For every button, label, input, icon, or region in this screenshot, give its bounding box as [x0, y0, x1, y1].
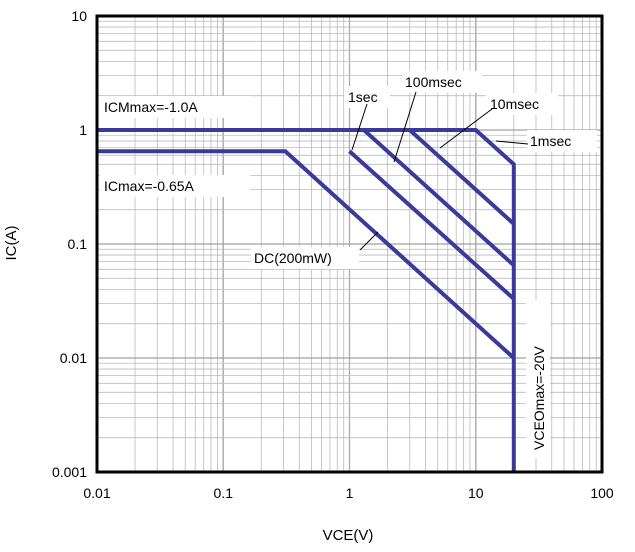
- sec1-annotation: 1sec: [348, 89, 378, 105]
- ic-annotation: ICmax=-0.65A: [104, 178, 195, 194]
- leader-lines: [351, 91, 529, 251]
- msec100-annotation: 100msec: [405, 74, 462, 90]
- msec10-leader: [439, 108, 493, 149]
- series-line-dc-200mw-: [97, 149, 516, 360]
- vceo-label-bg: [526, 300, 550, 458]
- vceo-annotation: VCEOmax=-20V: [531, 345, 547, 450]
- x-tick-label: 0.01: [83, 485, 110, 501]
- msec100-label-bg: [402, 71, 482, 93]
- grid: [96, 15, 603, 473]
- y-tick-label: 0.1: [68, 236, 88, 252]
- series-group: [97, 128, 516, 472]
- plot-frame: [95, 14, 604, 474]
- dc-leader: [359, 231, 379, 251]
- y-tick-label: 0.01: [60, 350, 87, 366]
- msec100-leader: [393, 91, 417, 163]
- y-tick-label: 1: [79, 122, 87, 138]
- msec10-label-bg: [486, 93, 558, 115]
- x-tick-label: 0.1: [214, 485, 234, 501]
- x-tick-label: 10: [468, 485, 484, 501]
- msec1-label-bg: [527, 130, 597, 152]
- series-line-1sec: [348, 149, 516, 301]
- series-line-10msec: [408, 128, 516, 226]
- x-axis-label: VCE(V): [323, 527, 374, 544]
- icm-label-bg: [100, 96, 250, 118]
- y-tick-label: 0.001: [52, 464, 87, 480]
- sec1-label-bg: [344, 86, 390, 108]
- tick-labels: 0.01 0.1 1 10 100 0.001 0.01 0.1 1 10: [52, 8, 614, 501]
- ic-label-bg: [100, 175, 250, 197]
- msec1-annotation: 1msec: [530, 133, 571, 149]
- msec1-leader: [495, 140, 529, 145]
- msec10-annotation: 10msec: [490, 96, 539, 112]
- dc-annotation: DC(200mW): [254, 250, 332, 266]
- sec1-leader: [351, 103, 368, 151]
- icm-annotation: ICMmax=-1.0A: [104, 99, 198, 115]
- x-tick-label: 1: [346, 485, 354, 501]
- x-tick-label: 100: [590, 485, 614, 501]
- y-tick-label: 10: [71, 8, 87, 24]
- y-axis-label: IC(A): [3, 226, 20, 261]
- series-line-1msec: [97, 128, 516, 472]
- dc-label-bg: [251, 247, 359, 269]
- series-line-100msec: [362, 128, 516, 267]
